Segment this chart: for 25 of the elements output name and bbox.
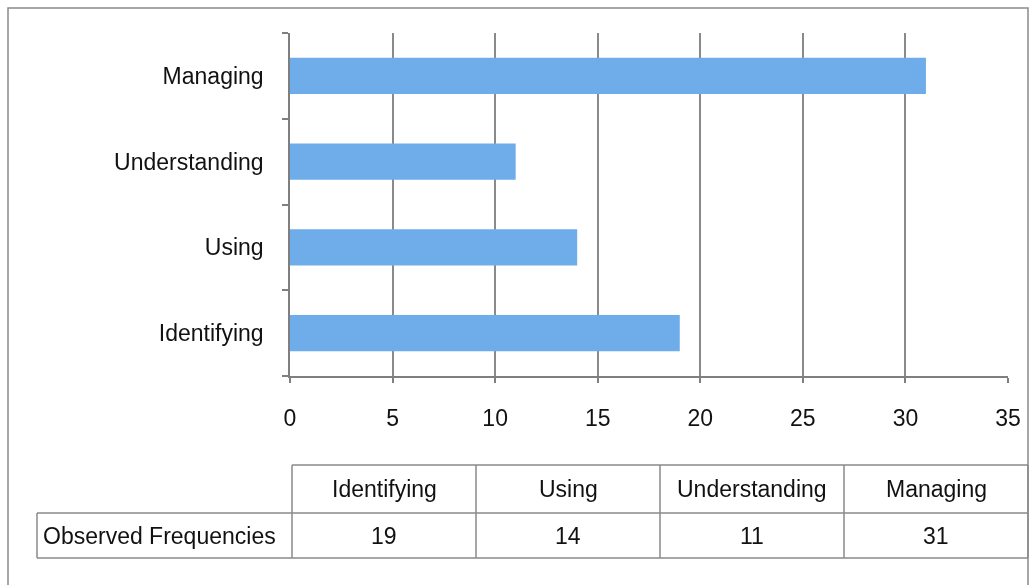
y-tick-label: Understanding <box>114 148 264 175</box>
data-label: 31 <box>923 523 949 549</box>
bar <box>290 57 926 94</box>
bar <box>290 229 578 266</box>
x-tick-label: 30 <box>892 405 919 432</box>
bar <box>290 143 516 180</box>
category-label: Understanding <box>677 476 827 502</box>
y-tick-label: Using <box>204 234 264 261</box>
x-tick-label: 20 <box>687 405 714 432</box>
x-tick-label: 0 <box>283 405 297 432</box>
data-label: 19 <box>371 523 397 549</box>
category-label: Identifying <box>332 476 437 502</box>
category-label: Using <box>539 476 598 502</box>
x-tick-label: 10 <box>482 405 508 432</box>
y-tick-label: Identifying <box>158 320 264 347</box>
x-tick-label: 25 <box>790 405 816 432</box>
data-label: 14 <box>555 523 581 549</box>
y-tick-label: Managing <box>162 62 264 89</box>
category-label: Managing <box>886 476 988 502</box>
bar <box>290 315 680 352</box>
x-tick-label: 5 <box>386 405 399 432</box>
text: Observed Frequencies <box>43 523 276 549</box>
data-label: 11 <box>740 523 764 549</box>
x-tick-label: 15 <box>584 405 611 432</box>
x-tick-label: 35 <box>995 405 1021 432</box>
